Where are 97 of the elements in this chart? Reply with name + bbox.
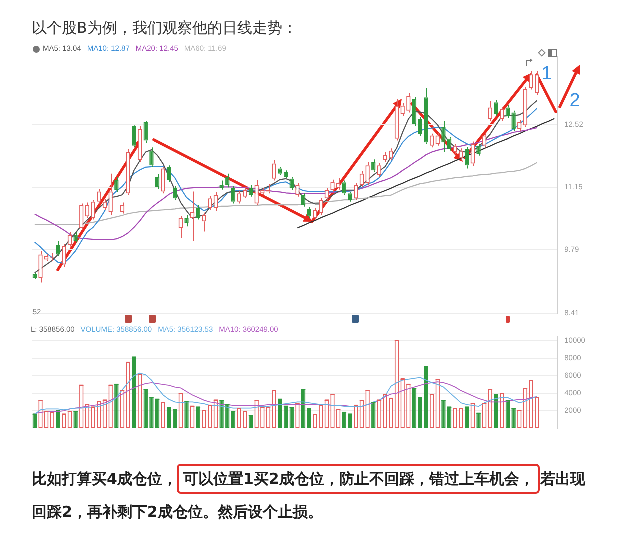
candlestick xyxy=(442,120,446,153)
candlestick xyxy=(214,192,218,212)
bar xyxy=(248,415,254,428)
bar xyxy=(114,384,119,428)
candlestick xyxy=(518,120,522,132)
candlestick xyxy=(348,192,352,202)
candlestick xyxy=(342,180,347,196)
bar xyxy=(348,414,352,428)
candlestick xyxy=(436,132,440,146)
bar xyxy=(424,366,428,428)
candlestick xyxy=(144,120,148,144)
candlestick xyxy=(102,198,108,211)
candlestick xyxy=(406,92,411,114)
candlestick xyxy=(272,160,276,182)
candlestick xyxy=(132,125,136,148)
candlestick xyxy=(167,165,172,183)
bar xyxy=(307,408,312,428)
text: 比如打算买4成仓位， xyxy=(32,470,178,488)
candlestick xyxy=(389,148,394,162)
candlestick xyxy=(184,214,189,228)
candlestick xyxy=(108,173,113,216)
candlestick xyxy=(97,188,102,204)
candlestick xyxy=(138,126,142,163)
candlestick xyxy=(172,186,178,201)
candlestick xyxy=(68,232,72,248)
candlestick xyxy=(254,180,259,206)
annotation: 1 xyxy=(542,64,552,84)
candlestick xyxy=(248,184,254,198)
candlestick xyxy=(377,162,382,178)
chart-title: 以个股B为例，我们观察他的日线走势： xyxy=(32,19,298,37)
candlestick xyxy=(231,186,236,204)
bar xyxy=(442,400,446,428)
candlestick xyxy=(424,87,428,144)
bar xyxy=(167,407,172,428)
bar xyxy=(155,398,160,428)
candlestick xyxy=(260,188,265,196)
bar xyxy=(74,410,78,428)
bar xyxy=(412,388,417,428)
candlestick xyxy=(476,143,481,156)
text: 回踩2，再补剩下2成仓位。然后设个止损。 xyxy=(32,502,323,520)
candlestick xyxy=(318,198,324,216)
text: 可以位置1买2成仓位，防止不回踩，错过上车机会， xyxy=(183,470,534,488)
candlestick xyxy=(366,162,370,186)
candlestick xyxy=(202,212,206,232)
bar xyxy=(144,389,148,428)
candlestick xyxy=(301,193,306,208)
bar xyxy=(278,398,282,428)
candlestick xyxy=(114,176,119,193)
text: 2 xyxy=(570,90,580,112)
candlestick xyxy=(196,205,201,220)
candlestick xyxy=(506,104,510,119)
candlestick xyxy=(80,203,84,230)
bar xyxy=(172,409,178,428)
candlestick xyxy=(290,176,294,191)
bar xyxy=(418,396,422,428)
candlestick xyxy=(38,250,43,284)
bar xyxy=(220,400,224,428)
candlestick xyxy=(307,206,312,219)
candlestick xyxy=(313,208,318,220)
candlestick xyxy=(529,70,534,90)
candlestick xyxy=(85,202,90,219)
candlestick xyxy=(220,180,224,190)
candlestick xyxy=(296,182,300,198)
candlestick xyxy=(400,103,405,117)
candlestick xyxy=(178,216,184,239)
bar xyxy=(184,401,189,428)
bar xyxy=(231,410,236,428)
candlestick xyxy=(447,136,452,152)
candlestick xyxy=(74,232,78,244)
candlestick xyxy=(91,200,96,220)
candlestick xyxy=(44,254,49,262)
candlestick xyxy=(161,166,166,194)
candlestick xyxy=(62,244,66,268)
candlestick xyxy=(56,240,60,257)
text: 若出现 xyxy=(540,470,586,488)
candlestick xyxy=(500,106,504,122)
candlestick xyxy=(488,100,493,122)
candlestick xyxy=(226,173,230,188)
bar xyxy=(132,356,136,428)
bar xyxy=(476,412,481,428)
candlestick xyxy=(150,147,154,168)
candlestick xyxy=(126,148,130,196)
candlestick xyxy=(494,100,498,117)
bar xyxy=(494,394,498,428)
bar xyxy=(56,410,60,428)
candlestick xyxy=(278,166,282,176)
bar xyxy=(284,406,288,428)
candlestick xyxy=(360,171,364,188)
candlestick xyxy=(243,187,248,199)
bar xyxy=(290,407,294,428)
candlestick xyxy=(523,86,528,128)
candlestick xyxy=(459,148,464,162)
candlestick xyxy=(412,96,417,128)
candlestick xyxy=(464,146,470,170)
candlestick xyxy=(535,70,540,96)
candlestick xyxy=(394,98,400,142)
bar xyxy=(150,396,154,428)
